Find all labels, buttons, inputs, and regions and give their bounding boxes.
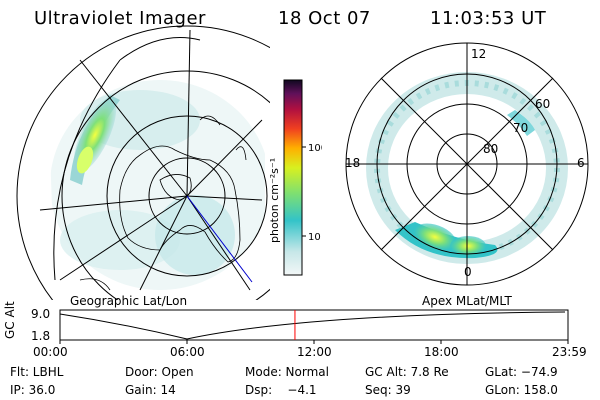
mlat-label-60: 60	[535, 97, 550, 111]
mlat-mlt-polar-plot: 12 18 6 0 60 70 80	[345, 42, 589, 286]
mlt-grid	[346, 43, 588, 285]
sun-direction-line	[186, 195, 253, 283]
status-seq: Seq: 39	[365, 383, 411, 397]
orbit-timeline	[59, 309, 569, 344]
mlt-label-6: 6	[577, 156, 585, 170]
observation-time: 11:03:53 UT	[430, 8, 547, 29]
status-glon: GLon: 158.0	[485, 383, 558, 397]
timeline-ticks	[59, 340, 569, 344]
status-gain: Gain: 14	[125, 383, 176, 397]
geographic-auroral-image	[16, 25, 270, 300]
timeline-frame	[59, 309, 569, 341]
status-glat: GLat: −74.9	[485, 365, 558, 379]
coastlines	[79, 115, 247, 291]
mlt-label-0: 0	[464, 265, 472, 279]
apex-panel-label: Apex MLat/MLT	[422, 294, 512, 308]
timeline-xtick-2359: 23:59	[552, 345, 587, 359]
colorbar-tick-10: 10	[308, 232, 321, 243]
colorbar-unit-label: photon cm⁻²s⁻¹	[268, 158, 281, 243]
status-door: Door: Open	[125, 365, 194, 379]
colorbar-tick-100: 100	[308, 143, 322, 154]
color-bar	[283, 79, 303, 276]
mlat-label-80: 80	[483, 142, 498, 156]
timeline-ytick-bottom: 1.8	[31, 329, 51, 343]
timeline-xtick-0600: 06:00	[170, 345, 205, 359]
instrument-title: Ultraviolet Imager	[34, 8, 206, 29]
timeline-xtick-0000: 00:00	[33, 345, 68, 359]
earth-limb	[53, 37, 201, 281]
status-dsp: Dsp: −4.1	[245, 383, 317, 397]
status-ip: IP: 36.0	[10, 383, 56, 397]
longitude-grid	[39, 29, 263, 291]
timeline-xtick-1200: 12:00	[297, 345, 332, 359]
status-gc-alt: GC Alt: 7.8 Re	[365, 365, 449, 379]
timeline-xtick-1800: 18:00	[424, 345, 459, 359]
mlt-label-12: 12	[471, 47, 486, 61]
mlat-label-70: 70	[513, 121, 528, 135]
status-filter: Flt: LBHL	[10, 365, 64, 379]
altitude-curve	[59, 311, 566, 340]
mlt-label-18: 18	[345, 156, 360, 170]
status-mode: Mode: Normal	[245, 365, 329, 379]
color-scale: 100 10 photon cm⁻²s⁻¹	[268, 79, 322, 276]
timeline-ytick-top: 9.0	[31, 307, 51, 321]
timeline-y-label: GC Alt	[3, 301, 17, 339]
observation-date: 18 Oct 07	[278, 8, 371, 29]
geographic-panel-label: Geographic Lat/Lon	[70, 294, 188, 308]
latitude-grid	[16, 25, 270, 300]
